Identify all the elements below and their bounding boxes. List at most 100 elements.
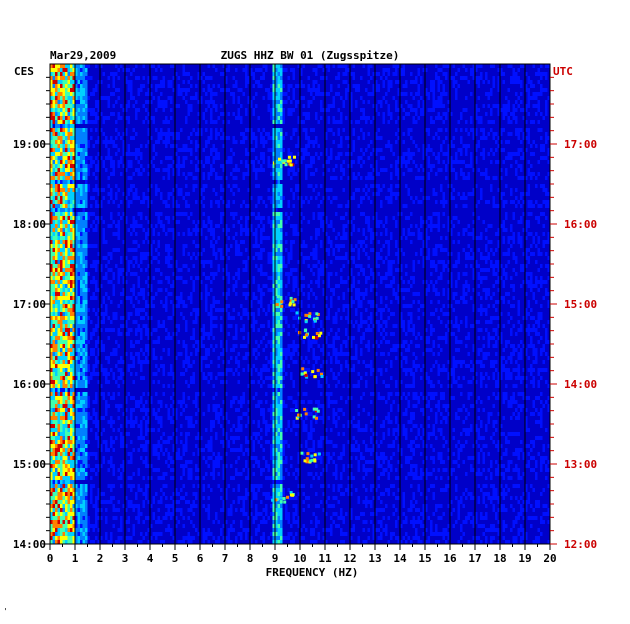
spectrogram-cell (172, 196, 175, 200)
spectrogram-cell (52, 312, 55, 316)
spectrogram-cell (50, 228, 53, 232)
spectrogram-cell (452, 80, 455, 84)
spectrogram-cell (145, 100, 148, 104)
spectrogram-cell (512, 216, 515, 220)
spectrogram-cell (500, 312, 503, 316)
spectrogram-cell (445, 92, 448, 96)
spectrogram-cell (65, 244, 68, 248)
spectrogram-cell (77, 292, 80, 296)
spectrogram-cell (347, 308, 350, 312)
spectrogram-cell (202, 196, 205, 200)
spectrogram-cell (87, 144, 90, 148)
spectrogram-cell (202, 184, 205, 188)
spectrogram-cell (167, 168, 170, 172)
spectrogram-cell (125, 168, 128, 172)
spectrogram-cell (410, 104, 413, 108)
spectrogram-cell (262, 152, 265, 156)
spectrogram-cell (325, 216, 328, 220)
spectrogram-cell (52, 96, 55, 100)
spectrogram-cell (92, 160, 95, 164)
spectrogram-cell (515, 256, 518, 260)
spectrogram-cell (322, 272, 325, 276)
spectrogram-cell (62, 104, 65, 108)
spectrogram-cell (82, 120, 85, 124)
spectrogram-cell (72, 96, 75, 100)
spectrogram-cell (67, 76, 70, 80)
spectrogram-cell (505, 276, 508, 280)
spectrogram-cell (232, 308, 235, 312)
spectrogram-cell (527, 312, 530, 316)
spectrogram-cell (535, 244, 538, 248)
spectrogram-cell (52, 136, 55, 140)
spectrogram-cell (55, 220, 58, 224)
spectrogram-cell (110, 112, 113, 116)
spectrogram-cell (510, 80, 513, 84)
spectrogram-cell (75, 244, 78, 248)
spectrogram-cell (380, 280, 383, 284)
spectrogram-cell (52, 232, 55, 236)
spectrogram-cell (460, 112, 463, 116)
spectrogram-cell (305, 128, 308, 132)
spectrogram-cell (122, 140, 125, 144)
spectrogram-cell (137, 92, 140, 96)
spectrogram-cell (270, 84, 273, 88)
spectrogram-cell (82, 272, 85, 276)
spectrogram-cell (440, 320, 443, 324)
spectrogram-cell (207, 172, 210, 176)
spectrogram-row (50, 68, 540, 72)
spectrogram-cell (340, 280, 343, 284)
spectrogram-cell (207, 160, 210, 164)
spectrogram-cell (402, 252, 405, 256)
spectrogram-cell (362, 212, 365, 216)
spectrogram-cell (352, 284, 355, 288)
spectrogram-cell (62, 72, 65, 76)
spectrogram-cell (275, 164, 278, 168)
spectrogram-cell (495, 272, 498, 276)
spectrogram-cell (75, 92, 78, 96)
spectrogram-cell (262, 224, 265, 228)
spectrogram-cell (85, 64, 88, 68)
spectrogram-cell (327, 248, 330, 252)
spectrogram-cell (62, 232, 65, 236)
spectrogram-cell (195, 244, 198, 248)
spectrogram-cell (530, 80, 533, 84)
spectrogram-cell (65, 260, 68, 264)
spectrogram-cell (430, 116, 433, 120)
spectrogram-cell (255, 216, 258, 220)
spectrogram-cell (515, 196, 518, 200)
spectrogram-cell (525, 292, 528, 296)
spectrogram-cell (175, 220, 178, 224)
spectrogram-cell (412, 268, 415, 272)
spectrogram-cell (245, 308, 248, 312)
spectrogram-cell (315, 252, 318, 256)
spectrogram-cell (367, 144, 370, 148)
spectrogram-cell (475, 204, 478, 208)
spectrogram-row (50, 216, 548, 220)
spectrogram-cell (545, 100, 548, 104)
spectrogram-cell (275, 208, 278, 212)
spectrogram-cell (80, 260, 83, 264)
spectrogram-cell (85, 220, 88, 224)
spectrogram-cell (545, 88, 548, 92)
spectrogram-cell (62, 92, 65, 96)
spectrogram-cell (55, 256, 58, 260)
spectrogram-cell (67, 308, 70, 312)
spectrogram-cell (60, 276, 63, 280)
spectrogram-cell (525, 272, 528, 276)
spectrogram-cell (522, 200, 525, 204)
spectrogram-cell (345, 116, 348, 120)
spectrogram-cell (172, 308, 175, 312)
spectrogram-cell (447, 280, 450, 284)
spectrogram-cell (522, 280, 525, 284)
spectrogram-cell (252, 292, 255, 296)
spectrogram-cell (97, 308, 100, 312)
spectrogram-cell (225, 252, 228, 256)
spectrogram-cell (80, 148, 83, 152)
spectrogram-cell (72, 124, 75, 128)
spectrogram-cell (115, 120, 118, 124)
spectrogram-cell (70, 72, 73, 76)
spectrogram-cell (137, 244, 140, 248)
spectrogram-cell (422, 240, 425, 244)
spectrogram-cell (107, 176, 110, 180)
spectrogram-cell (142, 84, 145, 88)
